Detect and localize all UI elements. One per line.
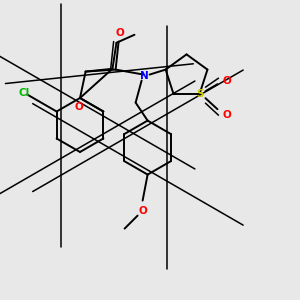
Text: O: O	[222, 76, 231, 86]
Text: S: S	[197, 89, 204, 99]
Text: N: N	[140, 70, 149, 81]
Text: O: O	[222, 110, 231, 120]
Text: O: O	[115, 28, 124, 38]
Text: Cl: Cl	[18, 88, 29, 98]
Text: O: O	[138, 206, 147, 216]
Text: O: O	[75, 102, 83, 112]
